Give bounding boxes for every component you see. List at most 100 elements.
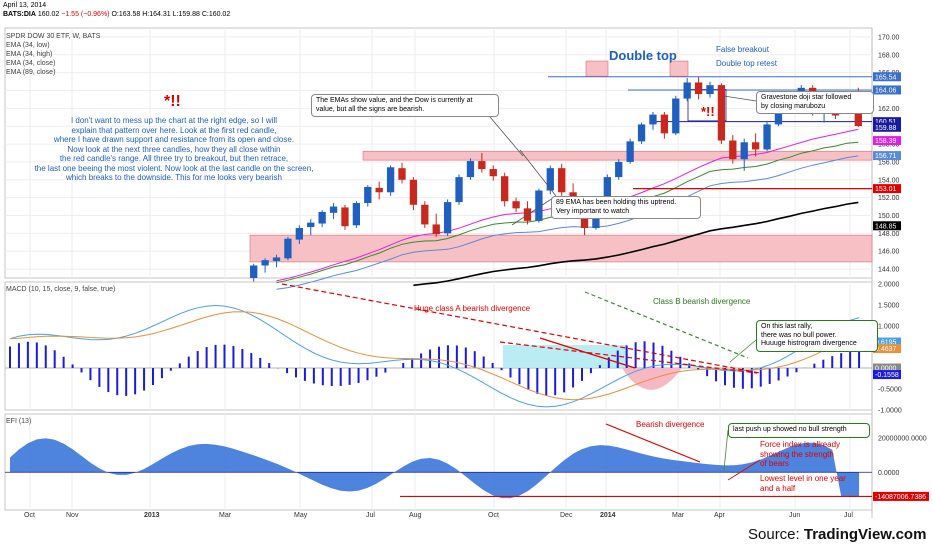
x-axis-label: Nov	[66, 512, 79, 519]
candle-body	[421, 204, 429, 225]
candle-body	[535, 190, 543, 221]
candle-body	[307, 222, 315, 228]
x-axis-label: Jun	[789, 512, 800, 519]
candle-body	[615, 161, 623, 178]
last-rally-note-box: On this last rally, there was no bull po…	[756, 320, 878, 352]
macd-hist-bar	[357, 368, 360, 383]
ema89-note-pointer-1	[519, 149, 557, 197]
macd-hist-bar	[759, 368, 762, 387]
macd-hist-bar	[679, 356, 682, 369]
macd-hist-bar	[446, 345, 449, 369]
macd-hist-bar	[455, 345, 458, 369]
source-credit: Source: TradingView.com	[748, 526, 927, 543]
ema89-note-box: 89 EMA has been holding this uptrend. Ve…	[551, 196, 701, 219]
macd-hist-bar	[169, 368, 172, 371]
price-axis-label: 150.00	[878, 213, 900, 220]
chart-date: April 13, 2014	[3, 2, 47, 9]
macd-hist-bar	[822, 359, 825, 369]
macd-hist-bar	[589, 368, 592, 374]
price-axis-label: 162.00	[878, 106, 900, 113]
macd-hist-bar	[35, 342, 38, 369]
macd-hist-bar	[107, 368, 110, 393]
macd-hist-bar	[849, 350, 852, 369]
last-push-pointer	[723, 429, 729, 471]
macd-hist-bar	[581, 368, 583, 381]
macd-hist-bar	[286, 368, 289, 374]
macd-hist-bar	[831, 356, 834, 369]
candle-body	[329, 206, 338, 213]
macd-hist-bar	[402, 362, 405, 369]
support-zone-lower	[249, 234, 873, 263]
macd-hist-bar	[187, 356, 190, 369]
ema-34-low-line	[276, 155, 859, 290]
star-annotation-left: *!!	[164, 93, 181, 110]
macd-hist-bar	[134, 368, 137, 395]
candle-body	[751, 142, 760, 150]
price-axis-label: 154.00	[878, 177, 900, 184]
macd-hist-bar	[98, 368, 101, 387]
price-change: −1.55 (−0.96%)	[61, 11, 110, 18]
efi-divergence-line	[605, 423, 701, 463]
ema-89-line	[413, 201, 859, 287]
macd-hist-bar	[348, 368, 351, 385]
left-pattern-note: I don't want to mess up the chart at the…	[34, 116, 314, 182]
macd-hist-bar	[661, 345, 664, 369]
macd-hist-bar	[750, 368, 753, 389]
efi-marker-label: -14087006.7386	[875, 494, 926, 501]
candle-body	[398, 168, 406, 180]
macd-marker-tag	[873, 337, 901, 347]
macd-hist-bar	[777, 368, 780, 381]
candle-body	[546, 168, 554, 191]
price-axis-label: 148.00	[878, 231, 900, 238]
macd-axis-label: 2.0000	[878, 282, 900, 289]
macd-hist-bar	[706, 368, 709, 377]
x-axis-label: Aug	[409, 512, 422, 519]
ema89-note-pointer-2	[511, 195, 557, 226]
macd-hist-bar	[44, 345, 47, 369]
macd-hist-bar	[205, 347, 208, 369]
force-index-pointer	[727, 459, 761, 481]
candle-body	[455, 177, 463, 203]
false-breakout-label: False breakout	[716, 45, 769, 54]
efi-axis-label: 20000000.0000	[878, 436, 927, 443]
candle-body	[763, 124, 771, 150]
indicator-ema-34-high: EMA (34, high)	[6, 51, 53, 58]
candle-body	[386, 167, 395, 193]
price-marker-tag	[873, 184, 901, 194]
macd-signal-line	[9, 311, 860, 401]
macd-hist-bar	[732, 368, 735, 388]
macd-hist-bar	[572, 368, 575, 388]
x-axis-label: 2013	[144, 512, 160, 519]
candle-body	[284, 238, 292, 259]
macd-hist-bar	[795, 368, 798, 373]
price-marker-tag	[873, 72, 901, 82]
candle-body	[489, 169, 497, 177]
macd-axis-label: -0.5000	[878, 387, 902, 394]
lowest-level-note: Lowest level in one year and a half	[760, 474, 846, 493]
macd-marker-tag	[873, 344, 901, 354]
macd-hist-bar	[339, 368, 342, 386]
candle-body	[352, 203, 361, 226]
macd-hist-bar	[321, 368, 324, 386]
last-push-note-box: last push up showed no bull strength	[728, 423, 870, 438]
macd-marker-label: 0.0000	[875, 366, 897, 373]
macd-hist-bar	[366, 368, 369, 381]
candle-body	[272, 257, 281, 262]
candle-body	[341, 207, 349, 227]
macd-hist-bar	[26, 341, 29, 369]
price-axis-label: 170.00	[878, 34, 900, 41]
symbol-quote: BATS:DIA 160.02 −1.55 (−0.96%) O:163.58 …	[3, 11, 230, 18]
price-marker-label: 160.51	[875, 119, 897, 126]
indicator-ema-34-low: EMA (34, low)	[6, 42, 50, 49]
macd-hist-bar	[295, 368, 297, 378]
macd-hist-bar	[143, 368, 146, 391]
macd-hist-bar	[554, 368, 557, 396]
x-axis-label: 2014	[600, 512, 616, 519]
class-a-divergence-line	[281, 283, 761, 374]
macd-hist-bar	[500, 368, 503, 371]
macd-marker-label: 0.4637	[875, 346, 897, 353]
x-axis-label: Jul	[844, 512, 853, 519]
price-marker-tag	[873, 122, 901, 132]
gravestone-note-pointer	[723, 95, 757, 102]
